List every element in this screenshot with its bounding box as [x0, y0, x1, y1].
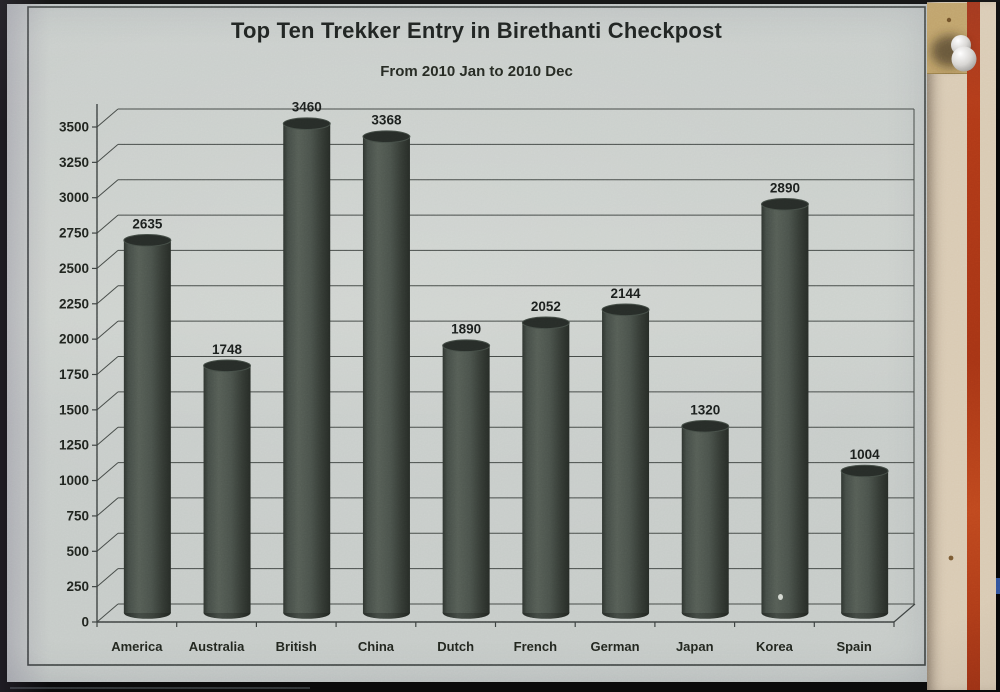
y-tick-label: 1250: [59, 438, 89, 453]
gridline-depth-connector: [96, 179, 119, 199]
bar-korea: [760, 197, 809, 619]
y-tick-label: 2250: [59, 296, 89, 311]
category-label: America: [111, 639, 163, 654]
y-tick-label: 2500: [59, 261, 89, 276]
bar-value-label: 1748: [212, 342, 243, 357]
bar-top-cap: [601, 303, 650, 317]
bar-body: [761, 204, 809, 613]
bar-body: [681, 426, 729, 613]
category-label: British: [276, 639, 317, 654]
bar-china: [362, 130, 411, 619]
bar-value-label: 3460: [292, 100, 322, 115]
gridline-depth-connector: [96, 285, 119, 305]
chart-paper: Top Ten Trekker Entry in Birethanti Chec…: [7, 4, 927, 682]
gridline-depth-connector: [96, 320, 119, 340]
bar-top-cap: [840, 464, 889, 478]
gridline-depth-connector: [96, 214, 119, 234]
bar-dutch: [442, 339, 491, 619]
y-tick-label: 500: [66, 544, 89, 559]
bar-body: [362, 136, 410, 613]
bar-top-cap: [760, 197, 809, 211]
bar-value-label: 2144: [611, 286, 642, 301]
gridline-depth-connector: [96, 143, 119, 163]
bar-america: [123, 234, 172, 619]
bar-body: [203, 365, 251, 613]
gridline-depth-connector: [96, 426, 119, 446]
bar-top-cap: [362, 130, 411, 143]
gridline-depth-connector: [96, 108, 119, 128]
y-tick-label: 2000: [59, 332, 89, 347]
bar-value-label: 2635: [132, 216, 163, 231]
category-label: Dutch: [437, 639, 474, 654]
gridline-depth-connector: [96, 532, 119, 552]
y-tick-label: 1500: [59, 402, 89, 417]
paper-bottom-edge: [10, 687, 310, 689]
y-tick-label: 1750: [59, 367, 89, 382]
bar-top-cap: [442, 339, 491, 353]
bar-top-cap: [282, 117, 331, 130]
gridline-depth-connector: [96, 250, 119, 269]
bar-value-label: 2890: [770, 180, 800, 195]
bar-australia: [203, 359, 252, 619]
bar-value-label: 1890: [451, 322, 481, 337]
gridline-depth-connector: [96, 568, 119, 588]
gridline-depth-connector: [96, 356, 119, 375]
pushpin-ball: [951, 46, 977, 72]
gridline-depth-connector: [96, 391, 119, 411]
y-tick-label: 750: [66, 508, 89, 523]
category-label: Korea: [756, 639, 794, 654]
floor-right-edge: [893, 603, 916, 623]
gridline-depth-connector: [96, 497, 119, 517]
bar-body: [602, 309, 650, 613]
bar-body: [283, 123, 331, 614]
y-tick-label: 0: [81, 615, 89, 630]
bar-body: [522, 322, 570, 613]
bar-body: [442, 345, 490, 613]
category-label: Australia: [189, 639, 245, 654]
category-label: French: [514, 639, 557, 654]
bar-value-label: 3368: [371, 113, 402, 128]
bar-value-label: 1004: [850, 447, 881, 462]
bar-top-cap: [203, 359, 252, 373]
board-small-dot: [948, 555, 954, 561]
bar-value-label: 1320: [690, 402, 720, 417]
board-nail-dot: [946, 17, 952, 23]
category-label: German: [590, 639, 639, 654]
category-label: Spain: [836, 639, 871, 654]
bar-japan: [681, 420, 730, 619]
y-tick-label: 1000: [59, 473, 89, 488]
bar-top-cap: [681, 420, 730, 433]
bar-top-cap: [521, 316, 570, 330]
bar-top-cap: [123, 234, 172, 247]
bar-french: [521, 316, 570, 619]
photo-artifact-speck: [778, 594, 783, 600]
bar-value-label: 2052: [531, 299, 561, 314]
y-tick-label: 3500: [59, 120, 89, 135]
bar-german: [601, 303, 650, 619]
y-tick-label: 3250: [59, 155, 89, 170]
category-label: China: [358, 639, 395, 654]
y-tick-label: 2750: [59, 226, 89, 241]
bar-body: [841, 471, 889, 613]
chart-plot-area: 0 250 500 750 1000 1250 1500 1750 2000 2250 2500 27…: [27, 6, 926, 666]
bar-body: [123, 240, 171, 614]
bar-spain: [840, 464, 889, 619]
pushpin-icon: [931, 17, 977, 561]
bar-british: [282, 117, 331, 619]
category-label: Japan: [676, 639, 714, 654]
corkboard-edge-strip: [927, 2, 1000, 690]
y-tick-label: 250: [66, 579, 89, 594]
gridline-depth-connector: [96, 462, 119, 481]
gridline-depth-connector: [96, 603, 119, 623]
y-tick-label: 3000: [59, 190, 89, 205]
